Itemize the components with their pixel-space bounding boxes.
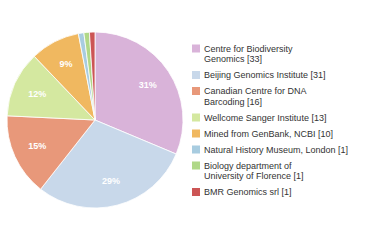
legend-swatch [192, 87, 200, 95]
pie [7, 32, 183, 208]
legend-swatch [192, 188, 200, 196]
legend-swatch [192, 45, 200, 53]
legend-label: Biology department ofUniversity of Flore… [204, 161, 304, 182]
legend-item: Beijing Genomics Institute [31] [192, 70, 326, 80]
data-label: 31% [139, 80, 157, 90]
legend-item: Centre for BiodiversityGenomics [33] [192, 44, 293, 65]
pie-slice [89, 32, 95, 120]
legend-label: BMR Genomics srl [1] [204, 187, 292, 197]
legend-swatch [192, 71, 200, 79]
legend-item: Biology department ofUniversity of Flore… [192, 161, 304, 182]
legend-item: BMR Genomics srl [1] [192, 187, 292, 197]
pie-slice [7, 116, 95, 189]
legend-item: Natural History Museum, London [1] [192, 145, 348, 155]
chart: 31% 29% 15% 12% 9% Centre for BiodiversityGen… [0, 0, 380, 240]
legend-label: Mined from GenBank, NCBI [10] [204, 129, 333, 139]
data-label: 15% [28, 141, 46, 151]
pie-slice [78, 33, 95, 120]
data-label: 9% [59, 59, 72, 69]
data-label: 12% [28, 89, 46, 99]
data-labels: 31% 29% 15% 12% 9% [28, 59, 156, 187]
legend-label: Wellcome Sanger Institute [13] [204, 113, 326, 123]
legend-swatch [192, 146, 200, 154]
legend: Centre for BiodiversityGenomics [33] Beij… [192, 44, 348, 198]
legend-label: Natural History Museum, London [1] [204, 145, 348, 155]
legend-label: Canadian Centre for DNABarcoding [16] [204, 86, 307, 107]
legend-label: Centre for BiodiversityGenomics [33] [204, 44, 293, 65]
pie-slice [84, 32, 95, 120]
chart-container: 31% 29% 15% 12% 9% Centre for BiodiversityGen… [0, 0, 380, 240]
legend-item: Wellcome Sanger Institute [13] [192, 113, 326, 123]
data-label: 29% [102, 176, 120, 186]
legend-item: Canadian Centre for DNABarcoding [16] [192, 86, 307, 107]
legend-swatch [192, 130, 200, 138]
legend-swatch [192, 162, 200, 170]
legend-label: Beijing Genomics Institute [31] [204, 70, 326, 80]
legend-item: Mined from GenBank, NCBI [10] [192, 129, 333, 139]
legend-swatch [192, 114, 200, 122]
